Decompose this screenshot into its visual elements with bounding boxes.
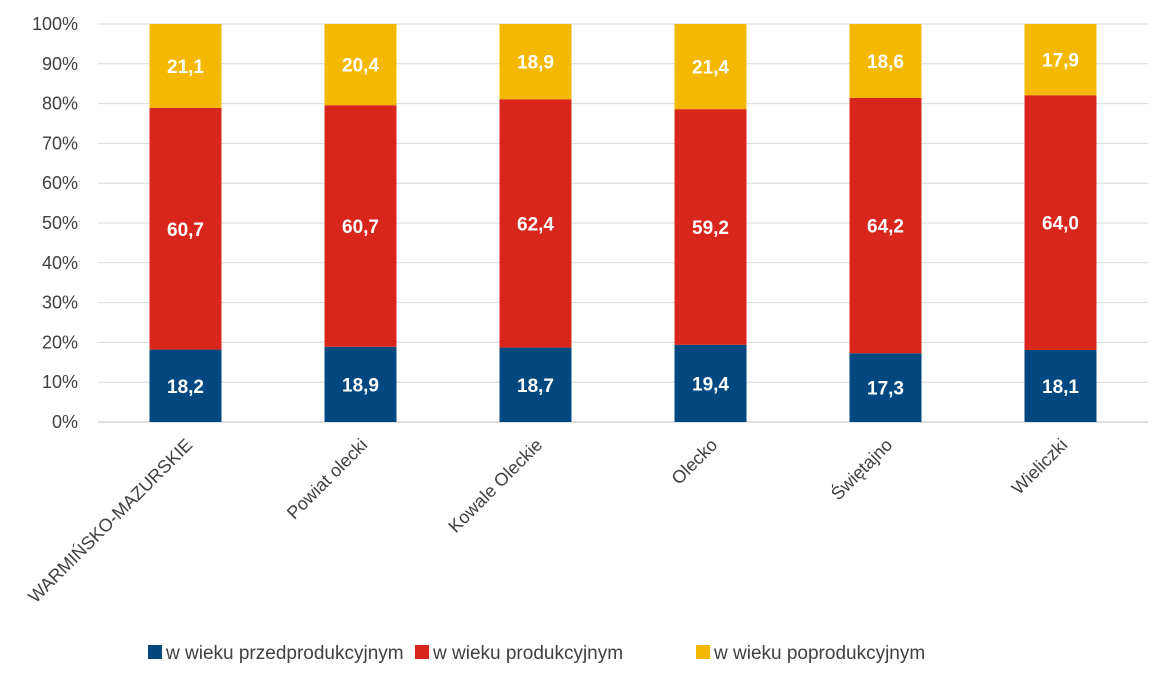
legend-item: w wieku produkcyjnym [415, 643, 623, 664]
bar-segment [499, 24, 572, 100]
bar-segment [674, 24, 747, 110]
bar-segment [499, 99, 572, 348]
y-tick-label: 100% [32, 14, 78, 34]
legend-swatch [696, 645, 710, 659]
category-label: Świętajno [826, 434, 896, 504]
data-label: 18,6 [867, 52, 904, 73]
y-tick-label: 70% [42, 133, 78, 153]
data-label: 18,1 [1042, 377, 1079, 398]
y-tick-label: 40% [42, 253, 78, 273]
bar-segment [324, 346, 397, 422]
bar-segment [499, 347, 572, 422]
y-tick-label: 30% [42, 293, 78, 313]
data-label: 59,2 [692, 218, 729, 239]
y-tick-label: 60% [42, 173, 78, 193]
bar-segment [1024, 349, 1097, 422]
legend-label: w wieku przedprodukcyjnym [165, 643, 404, 664]
bar-segment [674, 344, 747, 422]
bar-segment [849, 97, 922, 354]
legend-label: w wieku poprodukcyjnym [713, 643, 925, 664]
bar-segment [674, 109, 747, 345]
bar-segment [1024, 95, 1097, 350]
legend-label: w wieku produkcyjnym [432, 643, 623, 664]
bar-segment [149, 349, 222, 422]
y-tick-label: 50% [42, 213, 78, 233]
legend-swatch [415, 645, 429, 659]
data-label: 17,3 [867, 379, 904, 400]
data-label: 18,2 [167, 377, 204, 398]
data-label: 18,7 [517, 376, 554, 397]
bar-segment [324, 24, 397, 106]
y-tick-label: 20% [42, 332, 78, 352]
category-label: WARMIŃSKO-MAZURSKIE [24, 435, 196, 607]
bar-segment [849, 353, 922, 422]
bar-segment [1024, 24, 1097, 96]
y-tick-label: 10% [42, 372, 78, 392]
category-label: Wieliczki [1008, 435, 1072, 499]
y-tick-label: 90% [42, 54, 78, 74]
data-label: 60,7 [342, 217, 379, 238]
data-label: 21,4 [692, 58, 729, 79]
category-label: Olecko [668, 435, 722, 489]
legend-item: w wieku poprodukcyjnym [696, 643, 925, 664]
data-label: 18,9 [517, 53, 554, 74]
data-label: 21,1 [167, 57, 204, 78]
category-label: Kowale Oleckie [444, 435, 546, 537]
data-label: 62,4 [517, 214, 554, 235]
data-label: 64,0 [1042, 214, 1079, 235]
bar-segment [149, 107, 222, 350]
legend-swatch [148, 645, 162, 659]
legend-item: w wieku przedprodukcyjnym [148, 643, 404, 664]
data-label: 18,9 [342, 375, 379, 396]
bar-segment [324, 105, 397, 347]
data-label: 17,9 [1042, 51, 1079, 72]
category-label: Powiat olecki [283, 435, 371, 523]
data-label: 19,4 [692, 374, 729, 395]
bar-segment [849, 24, 922, 98]
data-label: 60,7 [167, 220, 204, 241]
bar-segment [149, 24, 222, 108]
y-tick-label: 0% [52, 412, 78, 432]
data-label: 64,2 [867, 217, 904, 238]
y-tick-label: 80% [42, 94, 78, 114]
data-label: 20,4 [342, 56, 379, 77]
